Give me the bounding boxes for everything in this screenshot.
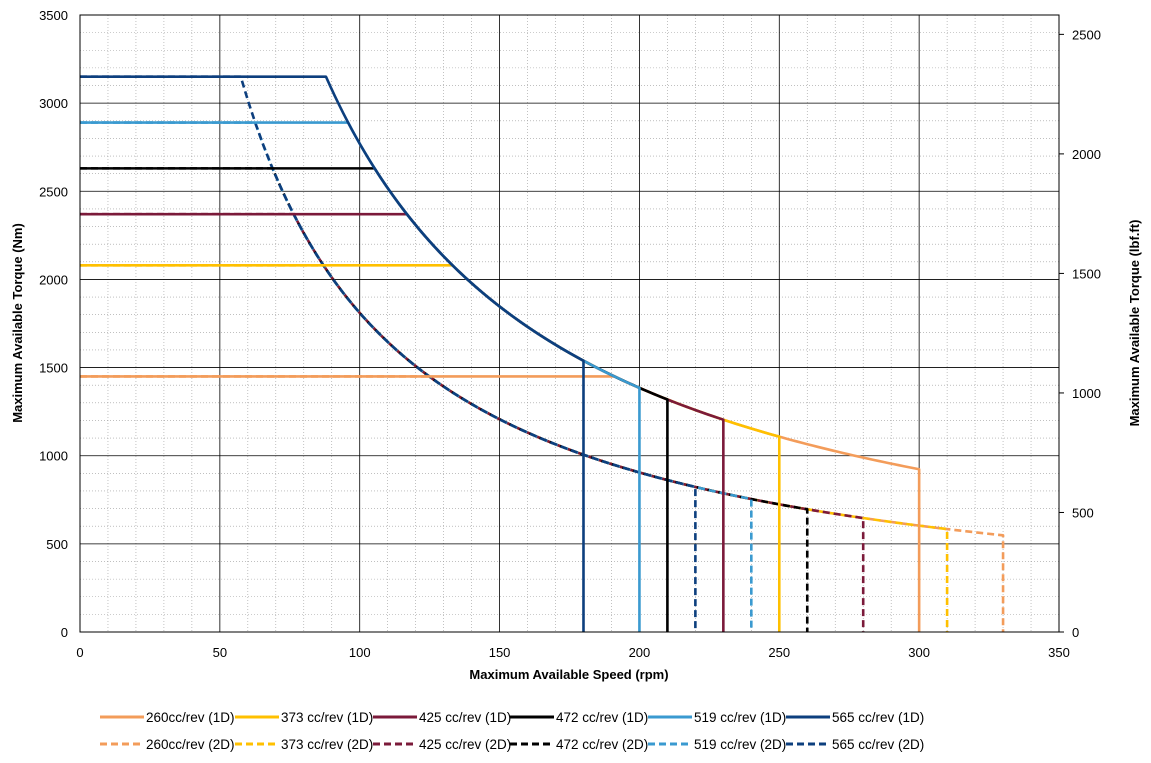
plot-frame [79,14,1060,633]
legend-label: 425 cc/rev (2D) [419,737,511,752]
legend-label: 373 cc/rev (1D) [281,710,373,725]
y2-tick-label: 0 [1072,625,1079,640]
legend-label: 472 cc/rev (2D) [556,737,648,752]
y-tick-label: 0 [61,625,68,640]
y2-tick-label: 1500 [1072,266,1101,281]
series-line-425-cc-rev-1d [80,212,725,632]
legend: 260cc/rev (1D) 373 cc/rev (1D) 425 cc/rev … [100,710,924,752]
x-tick-label: 100 [349,645,371,660]
y-tick-label: 3000 [39,96,68,111]
y-tick-label: 500 [46,537,68,552]
legend-label: 519 cc/rev (1D) [694,710,786,725]
legend-label: 565 cc/rev (2D) [832,737,924,752]
y2-tick-label: 2500 [1072,27,1101,42]
series-line-260cc-rev-2d [80,375,1005,632]
y2-tick-labels: 0 500 1000 1500 2000 2500 [1059,27,1101,640]
y2-tick-label: 2000 [1072,147,1101,162]
x-tick-labels: 0 50 100 150 200 250 300 350 [76,645,1069,660]
series-line-472-cc-rev-1d [80,167,669,632]
y-axis-title: Maximum Available Torque (Nm) [10,223,25,423]
series-lines [80,75,1005,632]
y-tick-label: 2000 [39,272,68,287]
y2-axis-title: Maximum Available Torque (lbf.ft) [1127,220,1142,427]
x-tick-label: 200 [629,645,651,660]
x-tick-label: 250 [768,645,790,660]
legend-label: 260cc/rev (2D) [146,737,235,752]
series-line-373-cc-rev-2d [80,264,949,632]
series-line-373-cc-rev-1d [80,264,781,632]
grid [79,14,1060,633]
legend-label: 260cc/rev (1D) [146,710,235,725]
y-tick-label: 1000 [39,449,68,464]
legend-label: 519 cc/rev (2D) [694,737,786,752]
x-axis-title: Maximum Available Speed (rpm) [469,667,668,682]
x-tick-label: 0 [76,645,83,660]
y-tick-label: 2500 [39,184,68,199]
legend-label: 373 cc/rev (2D) [281,737,373,752]
series-line-565-cc-rev-1d [80,75,585,632]
x-tick-label: 300 [908,645,930,660]
legend-label: 472 cc/rev (1D) [556,710,648,725]
x-tick-label: 150 [489,645,511,660]
series-line-565-cc-rev-2d [80,75,697,632]
legend-label: 565 cc/rev (1D) [832,710,924,725]
y-tick-label: 1500 [39,361,68,376]
x-tick-label: 350 [1048,645,1070,660]
y-tick-labels: 0 500 1000 1500 2000 2500 3000 3500 [39,8,68,640]
y2-tick-label: 500 [1072,505,1094,520]
y-tick-label: 3500 [39,8,68,23]
y2-tick-label: 1000 [1072,386,1101,401]
x-tick-label: 50 [213,645,227,660]
legend-label: 425 cc/rev (1D) [419,710,511,725]
